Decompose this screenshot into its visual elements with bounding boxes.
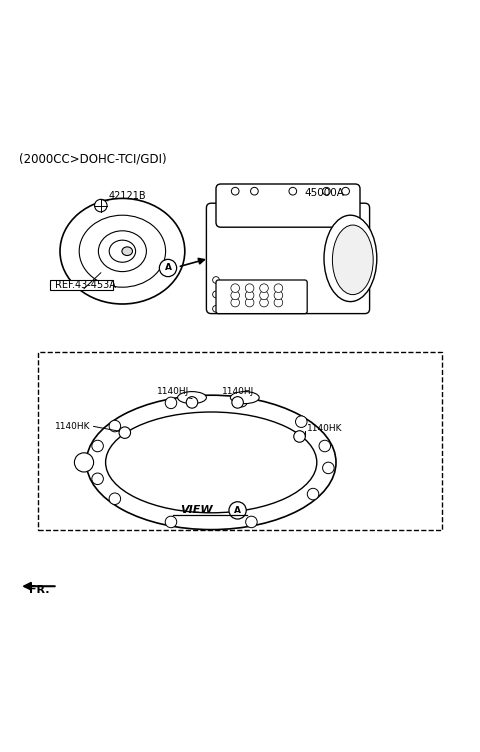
- Circle shape: [229, 502, 246, 519]
- Circle shape: [246, 516, 257, 528]
- Text: 1140HJ: 1140HJ: [221, 387, 254, 396]
- Text: 1140HK: 1140HK: [307, 424, 343, 433]
- Circle shape: [319, 440, 331, 452]
- Ellipse shape: [74, 453, 94, 472]
- Circle shape: [213, 291, 219, 298]
- Text: A: A: [234, 506, 241, 515]
- FancyBboxPatch shape: [38, 352, 442, 529]
- Circle shape: [296, 416, 307, 427]
- Circle shape: [260, 284, 268, 293]
- Text: A: A: [165, 263, 171, 272]
- FancyBboxPatch shape: [206, 203, 370, 314]
- Ellipse shape: [98, 231, 146, 271]
- Ellipse shape: [230, 392, 259, 404]
- Circle shape: [119, 427, 131, 438]
- Ellipse shape: [79, 215, 166, 287]
- Circle shape: [109, 420, 120, 432]
- Circle shape: [274, 299, 283, 307]
- Text: 1140HJ: 1140HJ: [156, 387, 189, 396]
- Text: 1140HK: 1140HK: [55, 422, 91, 431]
- Text: FR.: FR.: [29, 584, 49, 595]
- Circle shape: [109, 493, 120, 505]
- Circle shape: [251, 187, 258, 195]
- Circle shape: [231, 291, 240, 300]
- Circle shape: [232, 396, 243, 408]
- Text: REF.43-453A: REF.43-453A: [55, 280, 116, 290]
- Circle shape: [307, 488, 319, 500]
- Circle shape: [274, 291, 283, 300]
- Ellipse shape: [86, 396, 336, 529]
- Ellipse shape: [333, 225, 373, 295]
- Circle shape: [274, 284, 283, 293]
- Circle shape: [92, 440, 103, 452]
- Circle shape: [260, 291, 268, 300]
- Circle shape: [92, 473, 103, 484]
- Circle shape: [213, 277, 219, 284]
- Ellipse shape: [109, 240, 135, 262]
- Ellipse shape: [122, 247, 132, 256]
- Circle shape: [294, 431, 305, 442]
- Ellipse shape: [60, 199, 185, 304]
- Text: VIEW: VIEW: [180, 505, 213, 515]
- FancyBboxPatch shape: [216, 184, 360, 227]
- FancyBboxPatch shape: [216, 280, 307, 314]
- Text: 42121B: 42121B: [108, 191, 146, 201]
- Circle shape: [231, 299, 240, 307]
- Text: (2000CC>DOHC-TCI/GDI): (2000CC>DOHC-TCI/GDI): [19, 153, 167, 165]
- Text: 45000A: 45000A: [305, 189, 345, 199]
- Circle shape: [231, 284, 240, 293]
- Circle shape: [323, 187, 330, 195]
- Circle shape: [342, 187, 349, 195]
- Ellipse shape: [324, 215, 377, 302]
- Circle shape: [231, 187, 239, 195]
- FancyBboxPatch shape: [50, 280, 113, 290]
- Circle shape: [323, 462, 334, 474]
- Circle shape: [165, 516, 177, 528]
- Circle shape: [245, 299, 254, 307]
- Circle shape: [165, 397, 177, 408]
- Circle shape: [260, 299, 268, 307]
- Circle shape: [245, 291, 254, 300]
- Circle shape: [95, 199, 107, 212]
- Circle shape: [245, 284, 254, 293]
- Circle shape: [236, 396, 247, 407]
- Circle shape: [186, 396, 198, 408]
- Ellipse shape: [178, 392, 206, 404]
- Circle shape: [289, 187, 297, 195]
- Circle shape: [159, 259, 177, 277]
- Ellipse shape: [106, 412, 317, 513]
- Circle shape: [213, 305, 219, 312]
